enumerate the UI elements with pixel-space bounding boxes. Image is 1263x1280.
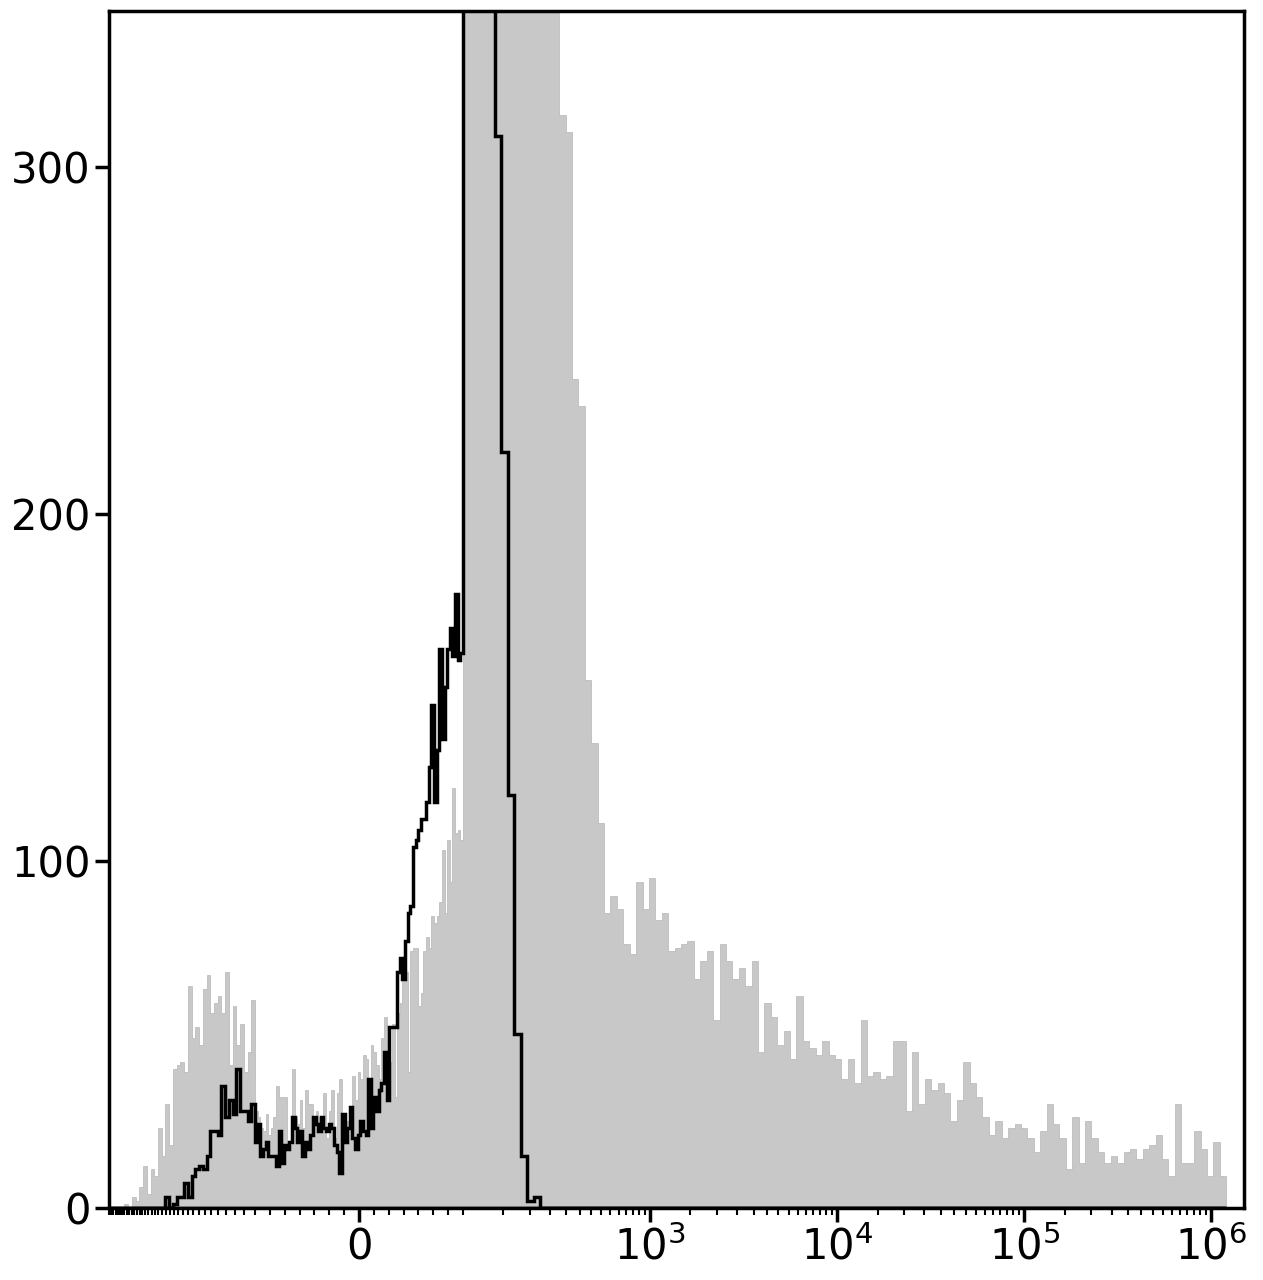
Polygon shape <box>110 0 1226 1207</box>
